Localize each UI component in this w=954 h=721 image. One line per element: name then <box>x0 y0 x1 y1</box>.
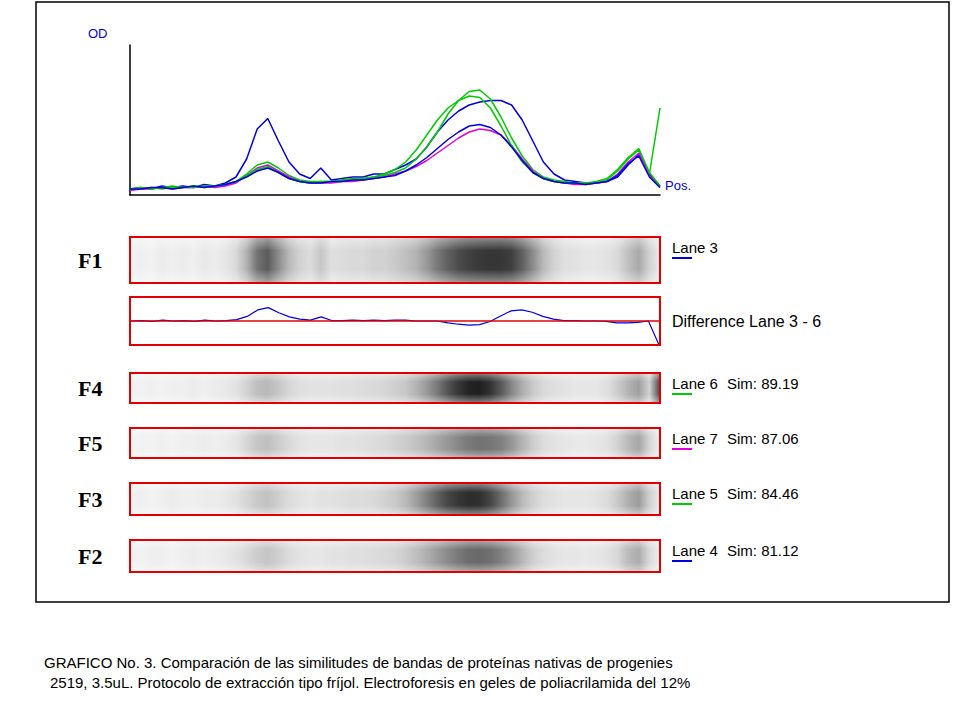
svg-text:Lane 6: Lane 6 <box>672 375 718 392</box>
svg-text:Lane 4: Lane 4 <box>672 542 718 559</box>
svg-text:Lane 7: Lane 7 <box>672 430 718 447</box>
svg-text:F2: F2 <box>78 544 102 569</box>
svg-text:GRAFICO No. 3. Comparación de: GRAFICO No. 3. Comparación de las simili… <box>44 654 673 671</box>
svg-text:Lane 5: Lane 5 <box>672 485 718 502</box>
svg-text:F4: F4 <box>78 376 102 401</box>
svg-text:Sim: 87.06: Sim: 87.06 <box>727 430 799 447</box>
svg-text:F1: F1 <box>78 248 102 273</box>
svg-text:Sim: 89.19: Sim: 89.19 <box>727 375 799 392</box>
svg-text:Sim: 81.12: Sim: 81.12 <box>727 542 799 559</box>
svg-text:F3: F3 <box>78 487 102 512</box>
svg-text:OD: OD <box>88 26 108 41</box>
svg-text:Lane 3: Lane 3 <box>672 239 718 256</box>
svg-text:Difference Lane 3 - 6: Difference Lane 3 - 6 <box>672 313 821 330</box>
svg-text:Sim: 84.46: Sim: 84.46 <box>727 485 799 502</box>
svg-text:2519, 3.5uL. Protocolo de extr: 2519, 3.5uL. Protocolo de extracción tip… <box>50 674 690 691</box>
svg-text:Pos.: Pos. <box>665 178 691 193</box>
svg-text:F5: F5 <box>78 431 102 456</box>
